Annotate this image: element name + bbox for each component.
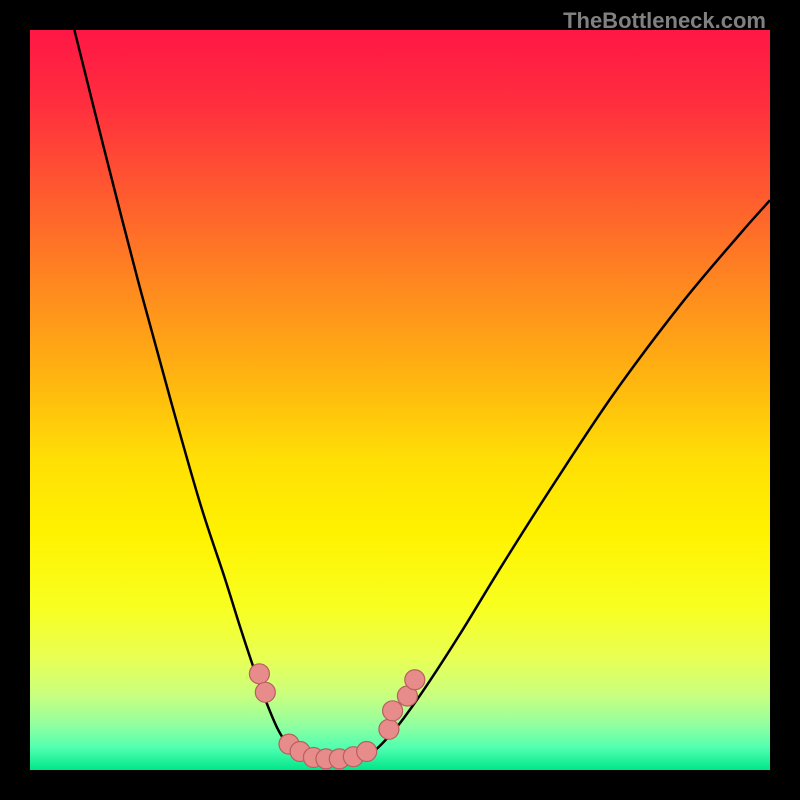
curve-marker <box>379 719 399 739</box>
curve-marker <box>383 701 403 721</box>
outer-frame: TheBottleneck.com <box>0 0 800 800</box>
curve-markers <box>30 30 770 770</box>
curve-marker <box>255 682 275 702</box>
watermark-text: TheBottleneck.com <box>563 8 766 34</box>
plot-area <box>30 30 770 770</box>
curve-marker <box>357 742 377 762</box>
curve-marker <box>249 664 269 684</box>
curve-marker <box>405 670 425 690</box>
